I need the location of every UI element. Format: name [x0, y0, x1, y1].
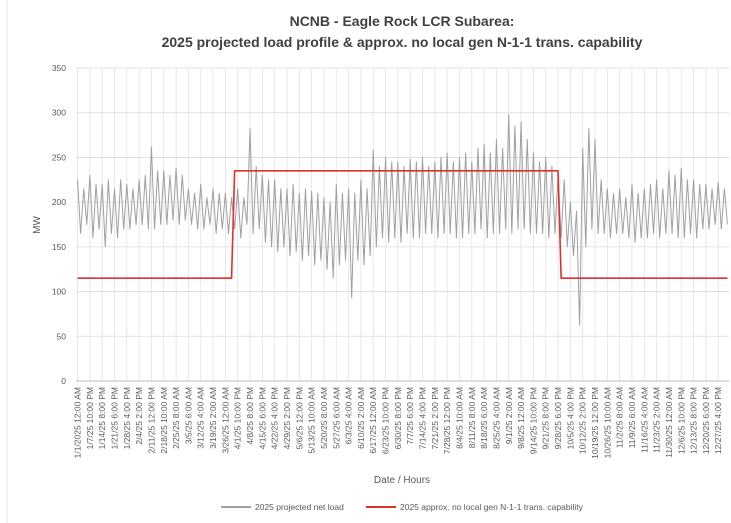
x-tick-label: 1/21/25 6:00 PM [110, 387, 120, 449]
x-tick-label: 7/14/25 4:00 PM [418, 387, 428, 449]
y-tick-label: 300 [52, 108, 66, 118]
x-tick-label: 9/8/25 12:00 AM [516, 387, 526, 449]
x-tick-label: 10/19/25 12:00 PM [590, 387, 600, 459]
x-tick-label: 8/18/25 6:00 AM [479, 387, 489, 449]
x-tick-label: 8/11/25 8:00 AM [467, 387, 477, 448]
x-tick-label: 2/18/25 10:00 AM [159, 387, 169, 454]
x-tick-label: 6/23/25 10:00 PM [381, 387, 391, 454]
x-tick-label: 8/25/25 4:00 AM [491, 387, 501, 449]
x-tick-label: 4/29/25 2:00 PM [282, 387, 292, 449]
x-tick-label: 9/28/25 6:00 PM [553, 387, 563, 449]
y-tick-label: 350 [52, 63, 66, 73]
x-tick-label: 3/19/25 2:00 AM [208, 387, 218, 449]
x-tick-label: 7/28/25 12:00 PM [442, 387, 452, 454]
x-tick-label: 1/7/25 10:00 PM [85, 387, 95, 449]
x-tick-label: 5/13/25 10:00 AM [307, 387, 317, 454]
x-tick-label: 10/12/25 2:00 PM [578, 387, 588, 454]
x-tick-label: 5/20/25 8:00 AM [319, 387, 329, 449]
x-axis-label: Date / Hours [374, 475, 430, 486]
chart-title: NCNB - Eagle Rock LCR Subarea: [290, 13, 515, 29]
x-tick-label: 4/15/25 6:00 PM [257, 387, 267, 449]
x-tick-label: 12/13/25 8:00 PM [689, 387, 699, 454]
y-tick-label: 100 [52, 287, 66, 297]
x-tick-label: 1/1/2025 12:00 AM [73, 387, 83, 458]
y-tick-label: 0 [61, 376, 66, 386]
y-tick-label: 250 [52, 152, 66, 162]
x-tick-label: 2/25/25 8:00 AM [171, 387, 181, 449]
x-tick-label: 1/28/25 4:00 PM [122, 387, 132, 449]
x-tick-label: 2/11/25 12:00 PM [146, 387, 156, 453]
x-tick-label: 10/26/25 10:00 AM [602, 387, 612, 458]
x-tick-label: 6/3/25 4:00 AM [344, 387, 354, 444]
x-tick-label: 7/7/25 6:00 PM [405, 387, 415, 445]
y-tick-label: 50 [57, 331, 67, 341]
chart-title: 2025 projected load profile & approx. no… [162, 34, 643, 50]
x-tick-label: 4/1/25 10:00 PM [233, 387, 243, 449]
x-tick-label: 2/4/25 2:00 PM [134, 387, 144, 445]
y-axis-label: MW [32, 216, 43, 234]
x-tick-label: 9/14/25 10:00 PM [528, 387, 538, 454]
x-tick-label: 3/12/25 4:00 AM [196, 387, 206, 449]
x-tick-label: 3/26/25 12:00 AM [220, 387, 230, 454]
x-tick-label: 9/21/25 8:00 PM [541, 387, 551, 449]
x-tick-label: 5/6/25 12:00 PM [294, 387, 304, 449]
x-tick-label: 12/20/25 6:00 PM [701, 387, 711, 454]
series-line [77, 114, 728, 327]
x-tick-label: 11/9/25 6:00 AM [627, 387, 637, 448]
x-tick-label: 12/6/25 10:00 PM [676, 387, 686, 454]
x-tick-label: 3/5/25 6:00 AM [183, 387, 193, 444]
x-tick-label: 11/2/25 8:00 AM [615, 387, 625, 448]
x-tick-label: 11/30/25 12:00 AM [664, 387, 674, 458]
x-tick-label: 6/30/25 8:00 PM [393, 387, 403, 449]
x-tick-label: 6/17/25 12:00 AM [368, 387, 378, 454]
y-tick-label: 150 [52, 242, 66, 252]
x-tick-label: 1/14/25 8:00 PM [97, 387, 107, 449]
legend-label: 2025 approx. no local gen N-1-1 trans. c… [400, 502, 584, 512]
x-tick-label: 11/16/25 4:00 AM [639, 387, 649, 453]
x-tick-label: 4/22/25 4:00 PM [270, 387, 280, 449]
x-tick-label: 9/1/25 2:00 AM [504, 387, 514, 444]
x-tick-label: 5/27/25 6:00 AM [331, 387, 341, 449]
x-tick-label: 4/8/25 8:00 PM [245, 387, 255, 445]
x-tick-label: 11/23/25 2:00 AM [652, 387, 662, 453]
x-tick-label: 6/10/25 2:00 AM [356, 387, 366, 449]
y-tick-label: 200 [52, 197, 66, 207]
series-line [77, 170, 728, 279]
x-tick-label: 7/21/25 2:00 PM [430, 387, 440, 449]
x-tick-label: 8/4/25 10:00 AM [454, 387, 464, 449]
x-tick-label: 12/27/25 4:00 PM [713, 387, 723, 454]
x-tick-label: 10/5/25 4:00 PM [565, 387, 575, 449]
legend-label: 2025 projected net load [255, 502, 344, 512]
